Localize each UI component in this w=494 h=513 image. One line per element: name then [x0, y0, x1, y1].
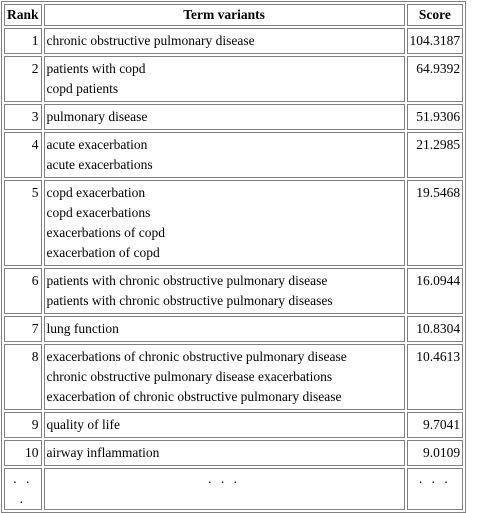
term-variant: copd exacerbation	[46, 185, 146, 200]
term-variants-cell: pulmonary disease	[43, 104, 405, 130]
term-variants-cell: lung function	[43, 316, 405, 342]
term-variant: airway inflammation	[46, 445, 160, 460]
rank-cell: 5	[4, 180, 42, 266]
term-variants-table: Rank Term variants Score 1 chronic obstru…	[1, 1, 467, 513]
rank-cell: 3	[4, 104, 42, 130]
term-variants-cell: chronic obstructive pulmonary disease	[43, 28, 405, 54]
term-variants-cell: patients with copd copd patients	[43, 56, 405, 102]
term-variant: pulmonary disease	[46, 109, 148, 124]
term-variants-cell: quality of life	[43, 412, 405, 438]
rank-cell: 6	[4, 268, 42, 314]
table-row: 6 patients with chronic obstructive pulmo…	[4, 268, 464, 314]
term-variants-cell: copd exacerbation copd exacerbations exace…	[43, 180, 405, 266]
rank-header: Rank	[4, 4, 42, 26]
rank-ellipsis: . . .	[4, 468, 42, 510]
term-variant: exacerbation of copd	[46, 245, 160, 260]
ellipsis-row: . . .. . .. . .	[4, 468, 464, 510]
term-variant: patients with chronic obstructive pulmon…	[46, 273, 328, 288]
term-variant: acute exacerbation	[46, 137, 148, 152]
score-cell: 21.2985	[406, 132, 464, 178]
term-ellipsis: . . .	[43, 468, 405, 510]
term-variant: patients with copd	[46, 61, 146, 76]
score-cell: 51.9306	[406, 104, 464, 130]
rank-cell: 8	[4, 344, 42, 410]
table-row: 4 acute exacerbation acute exacerbations 21…	[4, 132, 464, 178]
term-variant: exacerbations of chronic obstructive pul…	[46, 349, 347, 364]
table-row: 1 chronic obstructive pulmonary disease 10…	[4, 28, 464, 54]
score-cell: 64.9392	[406, 56, 464, 102]
rank-cell: 9	[4, 412, 42, 438]
table-row: 8 exacerbations of chronic obstructive pu…	[4, 344, 464, 410]
table-row: 7 lung function 10.8304	[4, 316, 464, 342]
score-cell: 9.7041	[406, 412, 464, 438]
term-variant: lung function	[46, 321, 119, 336]
table-row: 3 pulmonary disease 51.9306	[4, 104, 464, 130]
header-row: Rank Term variants Score	[4, 4, 464, 26]
score-header: Score	[406, 4, 464, 26]
term-variant: exacerbations of copd	[46, 225, 165, 240]
rank-cell: 1	[4, 28, 42, 54]
score-cell: 10.4613	[406, 344, 464, 410]
score-cell: 16.0944	[406, 268, 464, 314]
rank-cell: 7	[4, 316, 42, 342]
table-row: 5 copd exacerbation copd exacerbations exac…	[4, 180, 464, 266]
term-variants-cell: exacerbations of chronic obstructive pul…	[43, 344, 405, 410]
table-row: 2 patients with copd copd patients 64.9392	[4, 56, 464, 102]
term-variant: quality of life	[46, 417, 120, 432]
term-variant: copd patients	[46, 81, 119, 96]
score-ellipsis: . . .	[406, 468, 464, 510]
term-variant: chronic obstructive pulmonary disease	[46, 33, 255, 48]
term-variant: acute exacerbations	[46, 157, 153, 172]
score-cell: 9.0109	[406, 440, 464, 466]
rank-cell: 10	[4, 440, 42, 466]
table-container: Rank Term variants Score 1 chronic obstru…	[1, 1, 467, 513]
term-variant: exacerbation of chronic obstructive pulm…	[46, 389, 342, 404]
term-variants-header: Term variants	[43, 4, 405, 26]
term-variants-cell: airway inflammation	[43, 440, 405, 466]
table-row: 9 quality of life 9.7041	[4, 412, 464, 438]
term-variant: chronic obstructive pulmonary disease ex…	[46, 369, 333, 384]
term-variant: patients with chronic obstructive pulmon…	[46, 293, 333, 308]
score-cell: 10.8304	[406, 316, 464, 342]
table-row: 10 airway inflammation 9.0109	[4, 440, 464, 466]
term-variants-cell: patients with chronic obstructive pulmon…	[43, 268, 405, 314]
term-variants-cell: acute exacerbation acute exacerbations	[43, 132, 405, 178]
rank-cell: 4	[4, 132, 42, 178]
score-cell: 19.5468	[406, 180, 464, 266]
score-cell: 104.3187	[406, 28, 464, 54]
table-body: 1 chronic obstructive pulmonary disease 10…	[4, 28, 464, 510]
term-variant: copd exacerbations	[46, 205, 151, 220]
rank-cell: 2	[4, 56, 42, 102]
